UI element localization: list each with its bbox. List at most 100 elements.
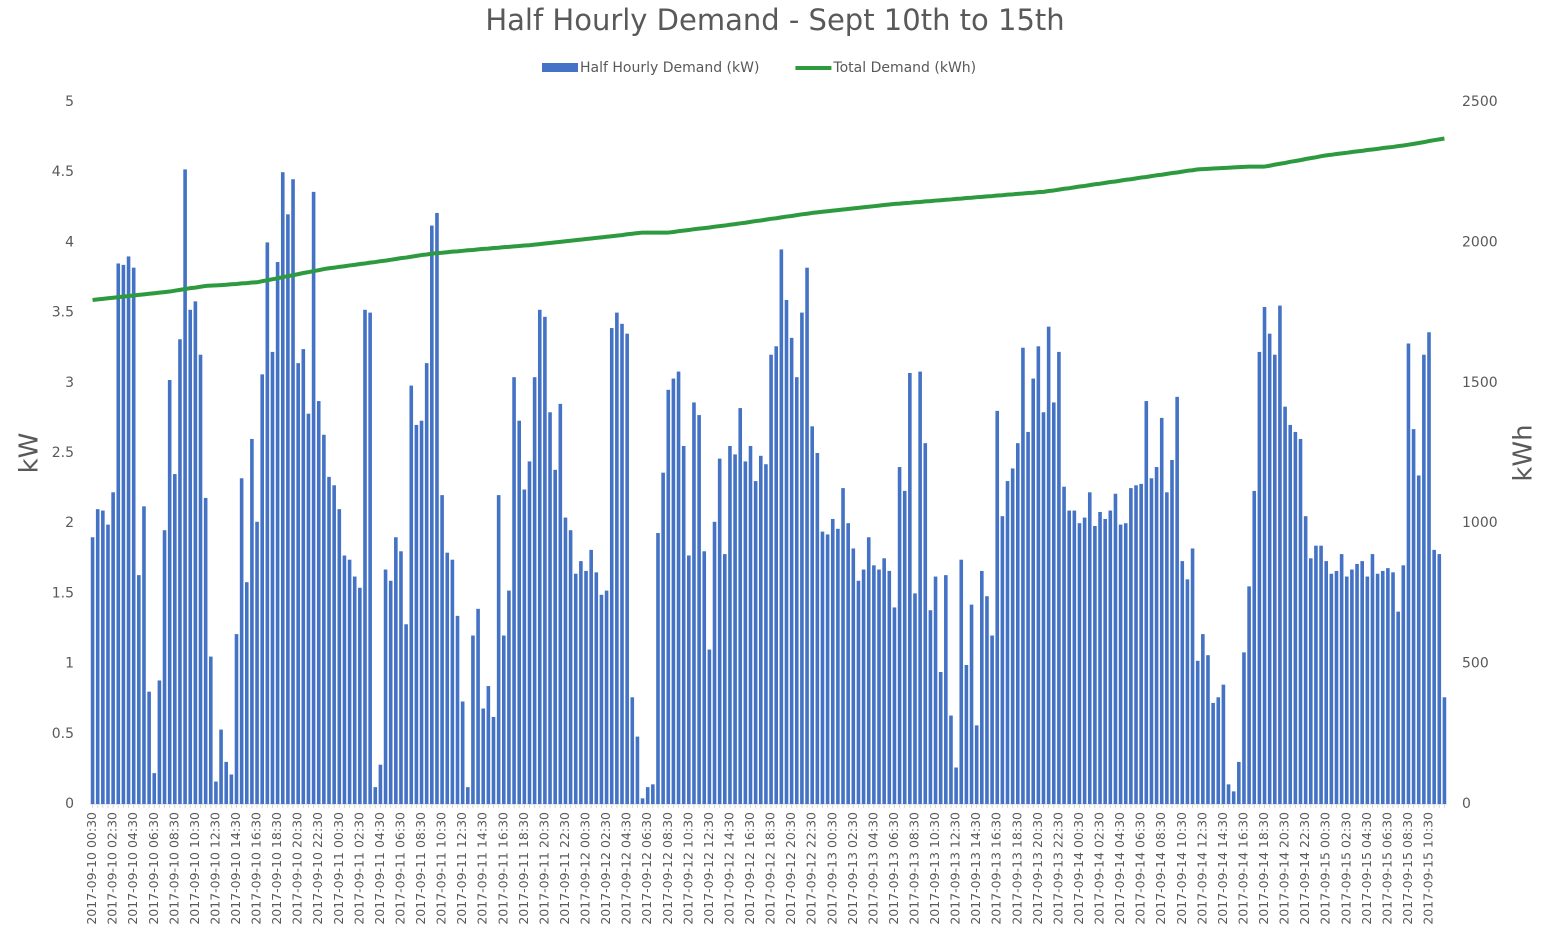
bar [342,555,347,804]
bar [1000,516,1005,804]
y2-tick-label: 1000 [1462,515,1498,531]
bar [1149,478,1154,804]
y2-tick-label: 500 [1462,656,1489,672]
bar [800,312,804,804]
x-tick-label: 2017-09-12 06:30 [639,812,654,925]
x-tick-label: 2017-09-12 00:30 [578,812,593,925]
bar [738,408,743,804]
bar [301,349,306,804]
bar [1283,406,1287,804]
x-tick-label: 2017-09-10 10:30 [187,812,202,925]
bar [1257,351,1262,804]
x-tick-label: 2017-09-12 22:30 [804,812,819,925]
bar [928,610,933,804]
bar [203,497,208,804]
bar [671,378,676,804]
bar [944,575,948,804]
x-tick-label: 2017-09-14 00:30 [1071,812,1086,925]
bar [1108,510,1113,804]
x-tick-label: 2017-09-15 04:30 [1359,812,1374,925]
bar [990,635,994,804]
bar [1231,791,1236,804]
bar [332,485,336,804]
bar [1041,412,1046,804]
bar [1165,492,1169,804]
bar [1288,424,1293,804]
y-tick-label: 1 [65,656,74,672]
bar [656,533,660,804]
bar [373,787,378,804]
bar [496,495,501,804]
bar [609,328,614,804]
bar [291,179,295,805]
x-tick-label: 2017-09-12 10:30 [680,812,695,925]
bar [995,410,1000,804]
x-tick-label: 2017-09-11 06:30 [392,812,407,925]
bar [620,323,624,804]
x-tick-label: 2017-09-14 20:30 [1277,812,1292,925]
bar [388,580,393,804]
bar [969,604,974,804]
bar [558,403,563,804]
x-tick-label: 2017-09-14 14:30 [1215,812,1230,925]
bar [645,787,650,804]
y-axis-title: kW [15,433,45,474]
bar [1437,554,1442,804]
x-tick-label: 2017-09-11 12:30 [454,812,469,925]
bar [178,339,182,804]
bar [311,191,316,804]
bar [532,377,537,804]
x-tick-label: 2017-09-10 04:30 [125,812,140,925]
x-tick-label: 2017-09-15 08:30 [1400,812,1415,925]
y-tick-label: 2 [65,515,74,531]
bar [661,472,665,804]
bar [167,379,172,804]
bar [584,570,588,804]
bar [162,530,167,804]
bar [460,701,465,804]
bar [1015,443,1020,804]
x-tick-label: 2017-09-13 18:30 [1009,812,1024,925]
bar [1046,326,1051,804]
bar [897,467,902,804]
y2-tick-label: 2000 [1462,234,1498,250]
bar [275,262,280,804]
bar [1036,346,1041,804]
bar [208,656,213,804]
x-tick-label: 2017-09-10 02:30 [105,812,120,925]
bar [779,249,784,805]
bar [861,569,866,804]
y-tick-label: 0 [65,796,74,812]
bar [1432,549,1436,804]
x-tick-label: 2017-09-12 18:30 [763,812,778,925]
bar [1144,401,1149,804]
bar [126,256,131,804]
bar [445,552,450,804]
bar [702,551,707,804]
y-tick-label: 5 [65,94,74,110]
bar [255,521,259,804]
bar [537,309,542,804]
x-tick-label: 2017-09-10 16:30 [249,812,264,925]
bar [563,517,568,804]
bar [841,488,845,804]
bar [856,580,861,804]
x-tick-label: 2017-09-11 10:30 [434,812,449,925]
bar [810,426,814,804]
x-tick-label: 2017-09-14 18:30 [1256,812,1271,925]
bar [244,582,249,804]
bar [1324,561,1329,804]
y-tick-label: 2.5 [52,445,74,461]
bar [980,570,984,804]
bar [1077,523,1082,804]
x-tick-label: 2017-09-13 22:30 [1050,812,1065,925]
x-tick-label: 2017-09-13 00:30 [824,812,839,925]
bar [954,767,958,804]
bar [1247,586,1251,804]
bar [1273,354,1277,804]
y-tick-label: 1.5 [52,585,74,601]
bar [193,301,198,804]
x-tick-label: 2017-09-15 02:30 [1338,812,1353,925]
bar [820,531,825,804]
